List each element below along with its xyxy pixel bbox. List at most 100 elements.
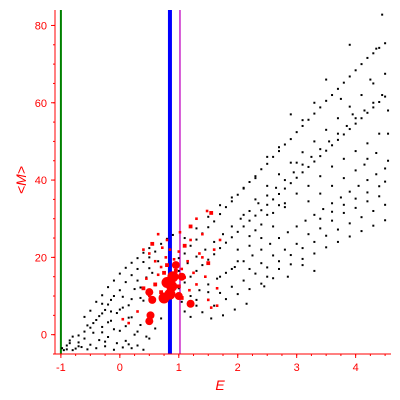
black-data-point	[375, 173, 378, 176]
black-data-point	[101, 312, 104, 315]
black-data-point	[295, 131, 298, 134]
red-data-point	[172, 258, 176, 261]
black-data-point	[183, 237, 186, 240]
red-data-point	[153, 259, 157, 263]
black-data-point	[378, 100, 381, 103]
black-data-point	[127, 316, 130, 319]
black-data-point	[325, 99, 328, 102]
x-tick-label: 2	[235, 362, 241, 374]
black-data-point	[301, 163, 304, 166]
red-data-point	[168, 248, 172, 251]
black-data-point	[366, 200, 369, 203]
black-data-point	[360, 230, 363, 233]
black-data-point	[236, 230, 239, 233]
x-axis-title: E	[215, 377, 225, 393]
black-data-point	[331, 202, 334, 205]
red-data-point	[186, 299, 195, 308]
red-data-point	[167, 271, 179, 283]
black-data-point	[251, 254, 254, 257]
black-data-point	[189, 244, 192, 247]
black-data-point	[319, 148, 322, 151]
y-tick-label: 20	[35, 252, 47, 264]
red-data-point	[178, 230, 182, 234]
black-data-point	[378, 132, 381, 135]
black-data-point	[336, 228, 339, 231]
red-data-point	[195, 217, 198, 221]
red-data-point	[218, 238, 222, 242]
red-data-point	[159, 265, 163, 269]
black-data-point	[348, 222, 351, 225]
black-data-point	[86, 324, 89, 327]
black-data-point	[342, 81, 345, 84]
black-data-point	[260, 168, 263, 171]
black-data-point	[248, 235, 251, 238]
black-data-point	[195, 238, 198, 241]
black-data-point	[136, 257, 139, 260]
black-data-point	[133, 288, 136, 291]
x-tick-label: 4	[353, 362, 359, 374]
y-tick-label: 40	[35, 175, 47, 187]
black-data-point	[112, 279, 115, 282]
red-data-point	[165, 238, 169, 242]
black-data-point	[142, 261, 145, 264]
black-data-point	[283, 202, 286, 205]
black-data-point	[342, 157, 345, 160]
black-data-point	[301, 257, 304, 260]
red-data-point	[173, 268, 178, 273]
black-data-point	[266, 203, 269, 206]
black-data-point	[101, 294, 104, 297]
black-data-point	[260, 223, 263, 226]
black-data-point	[68, 342, 71, 345]
black-data-point	[101, 325, 104, 328]
black-data-point	[233, 266, 236, 269]
red-data-point	[164, 256, 168, 259]
black-data-point	[133, 333, 136, 336]
black-data-point	[65, 344, 68, 347]
black-data-point	[248, 267, 251, 270]
black-data-point	[366, 56, 369, 59]
black-data-point	[348, 190, 351, 193]
black-data-point	[210, 317, 213, 320]
red-data-point	[215, 304, 219, 307]
black-data-point	[322, 208, 325, 211]
black-data-point	[195, 255, 198, 258]
black-data-point	[301, 264, 304, 267]
black-data-point	[62, 349, 65, 352]
black-data-point	[83, 315, 86, 318]
black-data-point	[260, 282, 263, 285]
black-data-point	[230, 236, 233, 239]
black-data-point	[201, 264, 204, 267]
black-data-point	[363, 163, 366, 166]
black-data-point	[307, 200, 310, 203]
black-data-point	[301, 124, 304, 127]
black-data-point	[384, 167, 387, 170]
black-data-point	[272, 225, 275, 228]
black-data-point	[160, 242, 163, 245]
black-data-point	[219, 204, 222, 207]
black-data-point	[198, 289, 201, 292]
black-data-point	[387, 159, 390, 162]
black-data-point	[207, 215, 210, 218]
black-data-point	[266, 184, 269, 187]
black-data-point	[283, 187, 286, 190]
red-data-point	[215, 286, 219, 290]
black-data-point	[77, 345, 80, 348]
black-data-point	[136, 344, 139, 347]
red-data-point	[145, 288, 154, 297]
black-data-point	[118, 329, 121, 332]
black-data-point	[325, 246, 328, 249]
black-data-point	[278, 267, 280, 270]
red-data-point	[162, 270, 166, 275]
black-data-point	[360, 94, 363, 97]
black-data-point	[331, 219, 334, 222]
black-data-point	[339, 97, 342, 100]
black-data-point	[275, 186, 278, 189]
black-data-point	[118, 289, 121, 292]
black-data-point	[348, 235, 351, 238]
black-data-point	[115, 312, 118, 315]
red-data-point	[177, 272, 186, 281]
black-data-point	[325, 149, 328, 152]
black-data-point	[248, 244, 251, 247]
black-data-point	[177, 287, 180, 290]
black-data-point	[83, 330, 86, 333]
